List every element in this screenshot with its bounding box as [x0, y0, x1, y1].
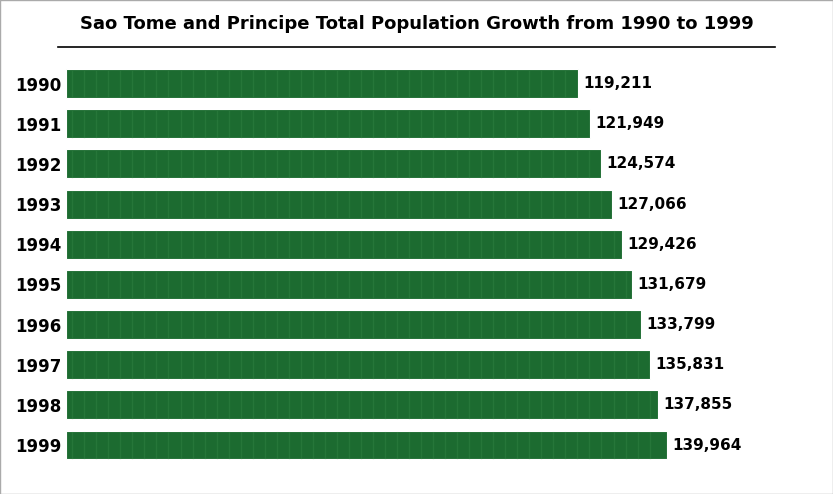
Text: 124,574: 124,574	[606, 157, 676, 171]
Text: 119,211: 119,211	[583, 76, 652, 91]
Text: 129,426: 129,426	[627, 237, 697, 252]
Bar	[67, 350, 650, 379]
Bar	[67, 69, 578, 98]
Text: 135,831: 135,831	[655, 357, 724, 372]
Bar	[67, 190, 612, 218]
Bar	[67, 149, 601, 178]
Bar	[67, 310, 641, 339]
Text: 139,964: 139,964	[673, 438, 742, 453]
Text: 131,679: 131,679	[637, 277, 706, 292]
Text: 127,066: 127,066	[617, 197, 687, 211]
Text: 133,799: 133,799	[646, 317, 716, 332]
Text: Sao Tome and Principe Total Population Growth from 1990 to 1999: Sao Tome and Principe Total Population G…	[80, 15, 753, 33]
Text: 137,855: 137,855	[664, 397, 733, 412]
Bar	[67, 431, 667, 459]
Bar	[67, 270, 632, 299]
Text: 121,949: 121,949	[596, 116, 665, 131]
Bar	[67, 230, 622, 259]
Bar	[67, 109, 590, 138]
Bar	[67, 390, 658, 419]
